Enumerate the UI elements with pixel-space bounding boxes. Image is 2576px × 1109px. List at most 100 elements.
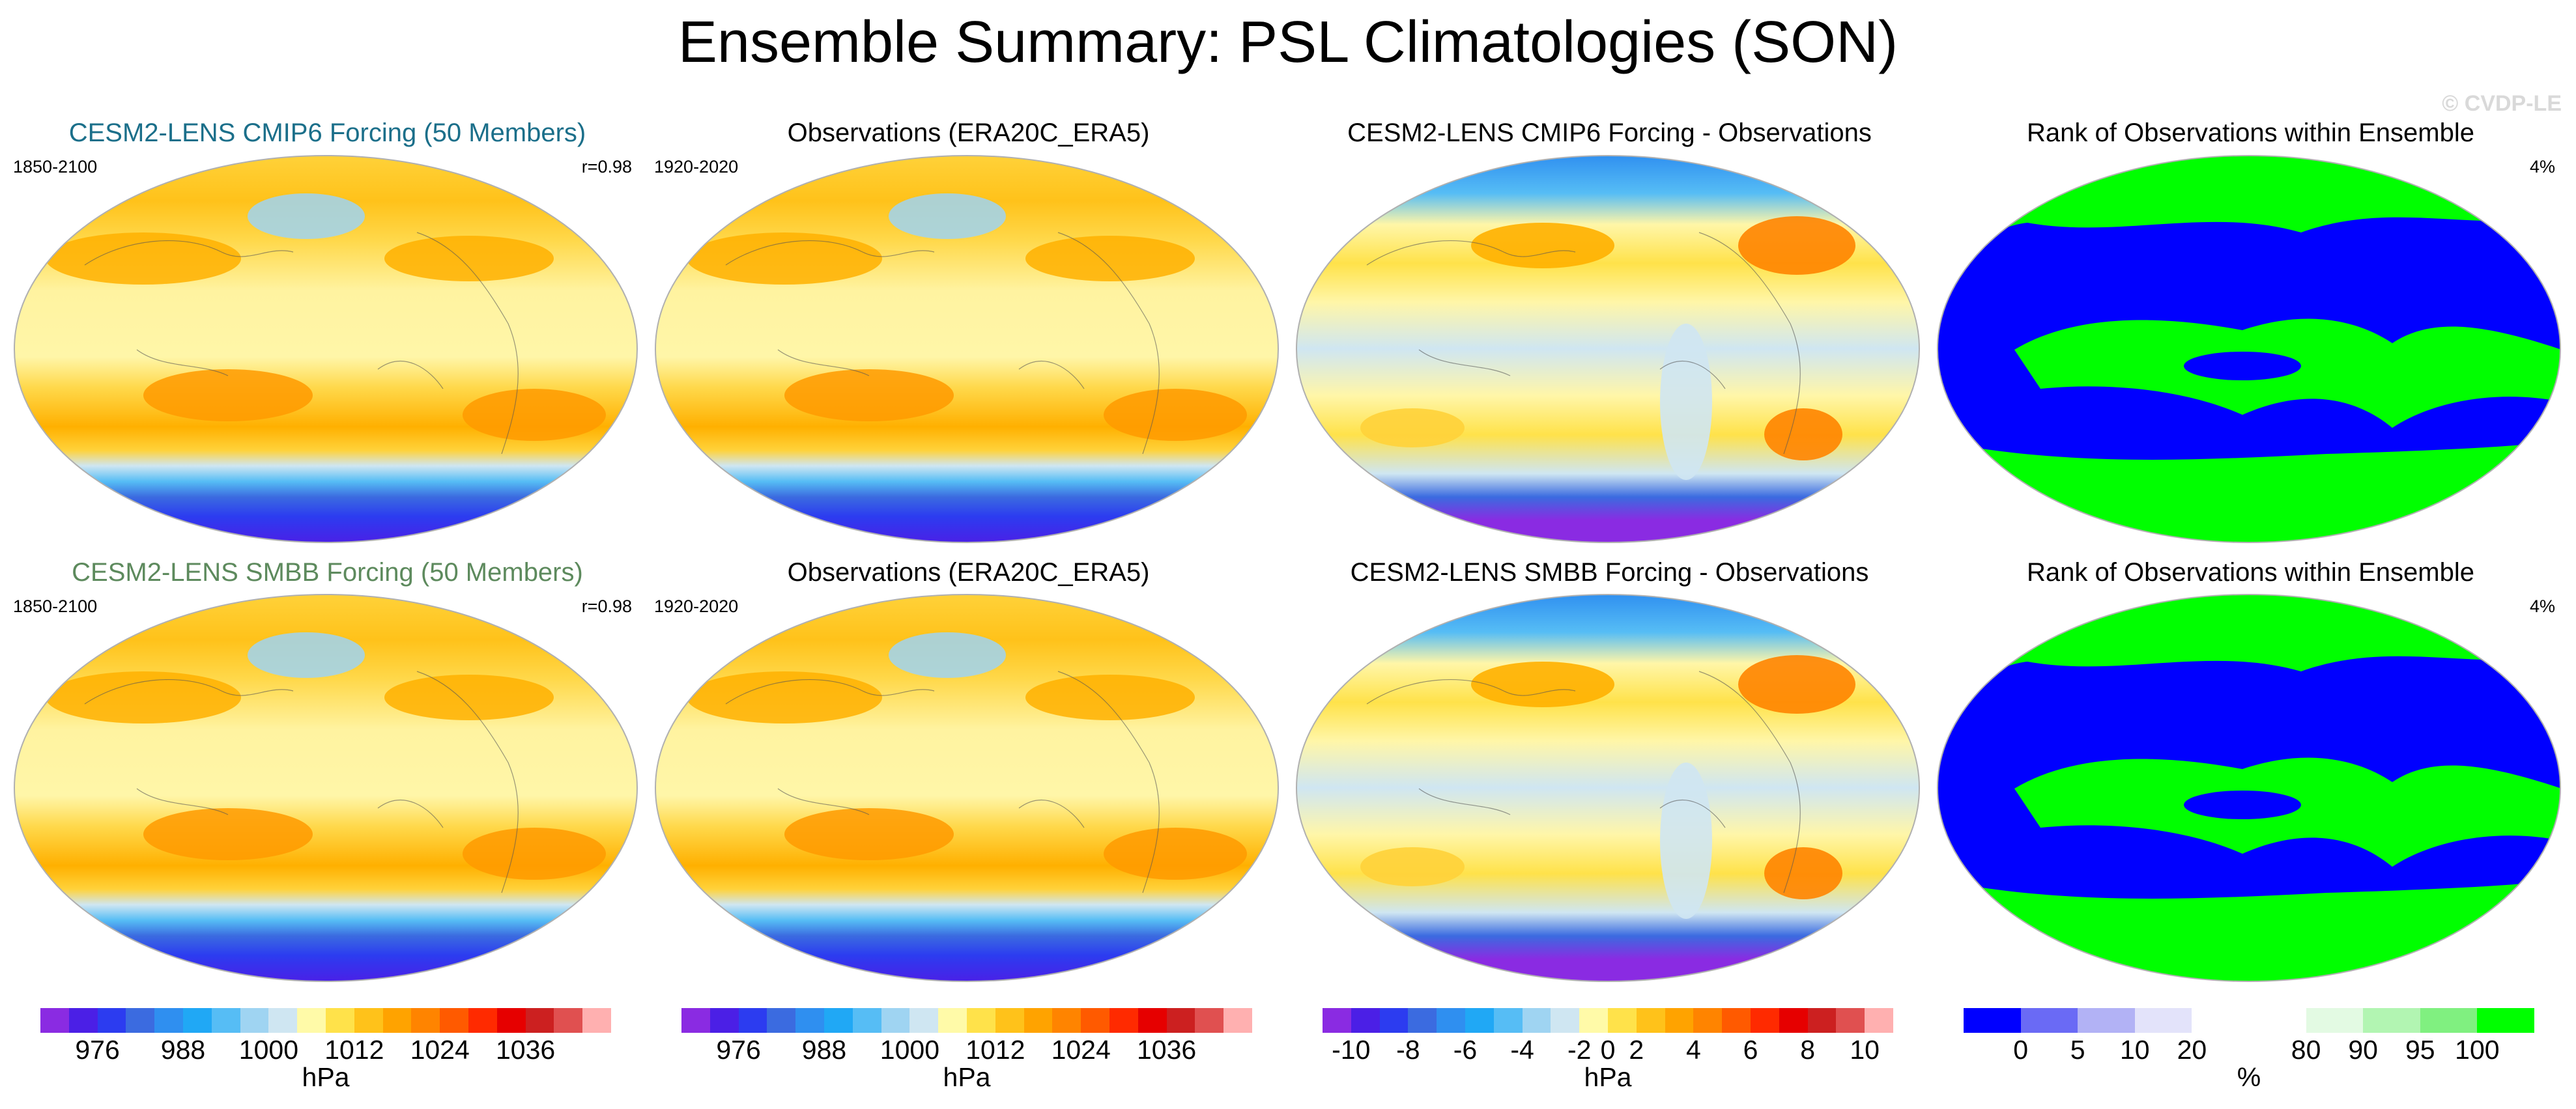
colorbar-swatch [582,1008,612,1033]
colorbar-tick-label: 1024 [1051,1035,1111,1065]
colorbar-swatch [2363,1008,2421,1033]
colorbar-tick-label: 1012 [966,1035,1025,1065]
colorbar-swatch [2134,1008,2192,1033]
map-psl [14,594,638,982]
colorbar-swatch [2420,1008,2478,1033]
colorbar-tick-label: 0 [2013,1035,2028,1065]
colorbar-swatch [2477,1008,2535,1033]
colorbar-unit-label: hPa [943,1062,991,1092]
colorbar-swatch [268,1008,298,1033]
map-psl [14,155,638,543]
colorbar-tick-label: 976 [716,1035,761,1065]
colorbar-tick-label: 988 [801,1035,847,1065]
colorbar-swatch [709,1008,739,1033]
colorbar-tick-label: -8 [1396,1035,1420,1065]
colorbar-swatch [2249,1008,2307,1033]
colorbar-swatch [1722,1008,1751,1033]
colorbar-swatch [1493,1008,1523,1033]
colorbar-swatch [354,1008,384,1033]
map-panel [654,593,1280,983]
colorbar: 0 5 10 20 80 90 95 100% [1964,1008,2535,1106]
colorbar-swatch [1636,1008,1666,1033]
colorbar-tick-label: 988 [160,1035,206,1065]
colorbar-tick-label: 1012 [324,1035,384,1065]
colorbar-tick-label: 1036 [1136,1035,1197,1065]
map-panel [1295,154,1921,544]
colorbar-tick-label: 1024 [410,1035,470,1065]
colorbar-swatch [382,1008,412,1033]
colorbar-swatch [211,1008,241,1033]
panel-title: Rank of Observations within Ensemble [2027,558,2474,587]
panel-title: CESM2-LENS CMIP6 Forcing (50 Members) [68,119,586,147]
panel-title: CESM2-LENS CMIP6 Forcing - Observations [1347,119,1872,147]
colorbar-tick-label: 4 [1685,1035,1701,1065]
colorbar-swatch [1964,1008,2022,1033]
map-panel [654,154,1280,544]
map-panel [13,154,638,544]
colorbar-swatch [1379,1008,1409,1033]
colorbar-tick-label: 1036 [495,1035,556,1065]
colorbar-swatch [767,1008,796,1033]
colorbar-swatch [824,1008,853,1033]
colorbar-swatch [1865,1008,1894,1033]
panel-stat-label: 4% [2529,157,2555,176]
colorbar-tick-label: -2 [1567,1035,1592,1065]
colorbar-swatch [1465,1008,1495,1033]
colorbar-swatch [1693,1008,1723,1033]
panel-title: CESM2-LENS SMBB Forcing - Observations [1350,558,1869,587]
colorbar-tick-label: 100 [2455,1035,2500,1065]
colorbar-unit-label: hPa [1584,1062,1632,1092]
map-psl-obs [655,594,1279,982]
colorbar-swatch [1138,1008,1167,1033]
colorbar-swatch [326,1008,355,1033]
colorbar-swatch [1109,1008,1139,1033]
colorbar-swatch [1081,1008,1110,1033]
colorbar-tick-label: 0 [1600,1035,1616,1065]
colorbar-swatch [411,1008,440,1033]
colorbar: 976 988 1000 1012 1024 1036 hPa [40,1008,612,1106]
colorbar-swatch [1551,1008,1580,1033]
colorbar-tick-label: 80 [2291,1035,2321,1065]
colorbar-tick-label: 20 [2177,1035,2207,1065]
colorbar-swatch [795,1008,825,1033]
colorbar-swatch [1166,1008,1195,1033]
colorbar-unit-label: % [2237,1062,2261,1092]
colorbar: 976 988 1000 1012 1024 1036 hPa [681,1008,1253,1106]
colorbar-swatch [1608,1008,1637,1033]
map-diff [1296,155,1920,543]
panel-period-label: 1850-2100 [13,157,98,176]
colorbar: -10 -8 -6 -4 -2 0 2 4 6 8 10 hPa [1323,1008,1894,1106]
panel-title: Observations (ERA20C_ERA5) [787,558,1150,587]
colorbar-tick-label: 1000 [238,1035,298,1065]
colorbar-swatch [1437,1008,1466,1033]
colorbar-tick-label: 5 [2070,1035,2085,1065]
page-title: Ensemble Summary: PSL Climatologies (SON… [678,10,1898,75]
panel-period-label: 1920-2020 [654,597,739,616]
colorbar-swatch [468,1008,498,1033]
colorbar-swatch [126,1008,155,1033]
colorbar-swatch [68,1008,98,1033]
colorbar-tick-label: -10 [1332,1035,1371,1065]
colorbar-swatch [967,1008,996,1033]
colorbar-swatch [2078,1008,2136,1033]
colorbar-swatch [1023,1008,1053,1033]
colorbar-swatch [881,1008,910,1033]
map-panel [1936,154,2562,544]
colorbar-swatch [154,1008,184,1033]
colorbar-tick-label: -4 [1510,1035,1534,1065]
colorbar-swatch [909,1008,939,1033]
panel-stat-label: r=0.98 [581,597,632,616]
colorbar-swatch [1224,1008,1253,1033]
colorbar-tick-label: 8 [1800,1035,1815,1065]
colorbar-swatch [97,1008,126,1033]
colorbar-swatch [554,1008,583,1033]
panel-title: Rank of Observations within Ensemble [2027,119,2474,147]
colorbar-tick-label: 90 [2348,1035,2378,1065]
colorbar-swatch [1522,1008,1551,1033]
colorbar-tick-label: 1000 [880,1035,939,1065]
colorbar-tick-label: 95 [2405,1035,2435,1065]
map-panel [1295,593,1921,983]
colorbar-swatch [525,1008,554,1033]
colorbar-swatch [938,1008,967,1033]
colorbar-tick-label: 10 [2119,1035,2150,1065]
